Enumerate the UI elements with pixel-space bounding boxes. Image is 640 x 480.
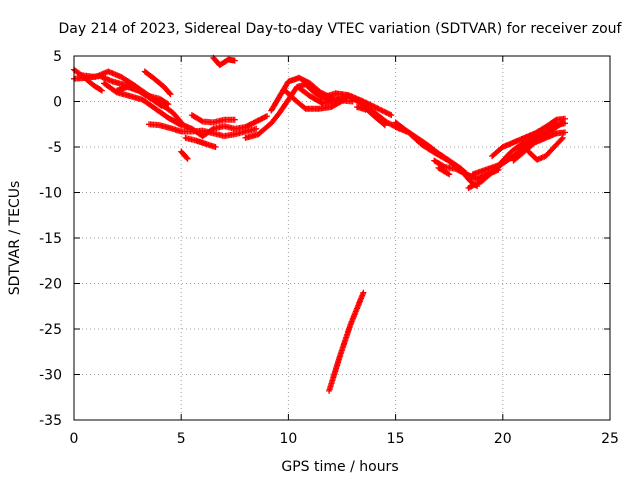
vtec-track	[489, 115, 568, 160]
x-tick-label: 5	[177, 431, 186, 447]
vtec-track	[101, 80, 185, 129]
track-markers	[178, 113, 270, 140]
y-tick-labels: 5 0 -5 -10 -15 -20 -25 -30 -35	[39, 49, 62, 429]
y-tick-label: 5	[53, 49, 62, 65]
track-markers	[469, 119, 566, 178]
x-axis-label: GPS time / hours	[281, 459, 398, 475]
y-tick-label: 0	[53, 95, 62, 111]
chart-title: Day 214 of 2023, Sidereal Day-to-day VTE…	[59, 21, 623, 37]
x-tick-label: 25	[601, 431, 619, 447]
track-markers	[281, 86, 348, 112]
y-tick-label: -25	[39, 322, 62, 338]
vtec-track	[141, 68, 174, 98]
track-markers	[178, 148, 191, 162]
axis-ticks	[73, 55, 611, 421]
vtec-track	[178, 113, 270, 140]
vtec-track	[178, 148, 191, 162]
track-markers	[101, 80, 185, 129]
vtec-track	[281, 86, 348, 112]
vtec-track	[182, 134, 219, 150]
track-markers	[141, 68, 174, 98]
x-tick-label: 20	[494, 431, 512, 447]
x-tick-label: 0	[70, 431, 79, 447]
track-markers	[525, 134, 566, 163]
vtec-track	[525, 134, 566, 163]
track-markers	[317, 90, 395, 119]
y-tick-label: -20	[39, 277, 62, 293]
vtec-track	[469, 119, 566, 178]
data-points	[71, 54, 568, 394]
vtec-track	[392, 124, 481, 190]
vtec-track	[317, 90, 395, 119]
vtec-track	[326, 289, 367, 394]
track-markers	[435, 164, 453, 178]
track-markers	[182, 134, 219, 150]
x-tick-labels: 0 5 10 15 20 25	[70, 431, 619, 447]
track-markers	[188, 112, 238, 126]
y-tick-label: -5	[48, 140, 62, 156]
track-markers	[354, 104, 369, 113]
y-tick-label: -30	[39, 368, 62, 384]
x-tick-label: 10	[279, 431, 297, 447]
track-markers	[210, 54, 238, 69]
vtec-track	[210, 54, 238, 69]
track-markers	[113, 83, 172, 108]
vtec-track	[435, 164, 453, 178]
y-axis-label: SDTVAR / TECUs	[7, 181, 23, 296]
x-tick-label: 15	[387, 431, 405, 447]
vtec-track	[510, 129, 568, 164]
vtec-track	[113, 83, 172, 108]
y-tick-label: -10	[39, 186, 62, 202]
track-markers	[489, 115, 568, 160]
track-markers	[510, 129, 568, 164]
vtec-track	[188, 112, 238, 126]
y-tick-label: -35	[39, 413, 62, 429]
grid-layer	[74, 56, 610, 420]
y-tick-label: -15	[39, 231, 62, 247]
vtec-track	[354, 104, 369, 113]
track-markers	[392, 124, 481, 190]
track-markers	[326, 289, 367, 394]
